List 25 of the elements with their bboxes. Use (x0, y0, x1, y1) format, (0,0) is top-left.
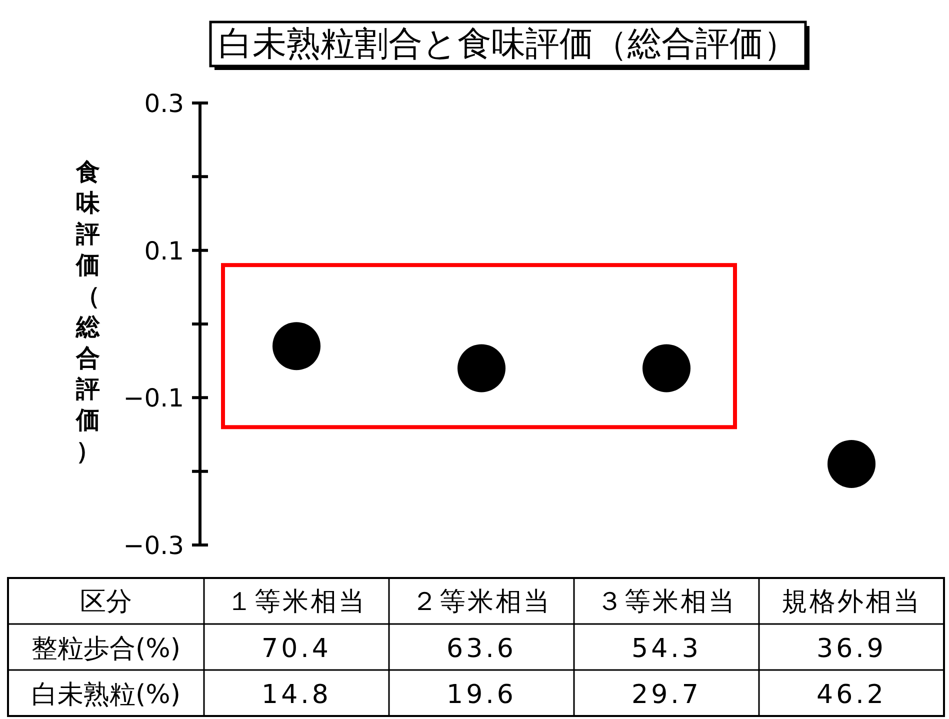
text: 14.8 (262, 680, 332, 710)
text: 46.2 (816, 680, 886, 710)
point (828, 440, 876, 488)
text: 29.7 (632, 680, 702, 710)
x-tick-label: 規格外相当 (782, 587, 922, 617)
point (458, 344, 506, 392)
text: 63.6 (446, 634, 516, 664)
text: 54.3 (632, 634, 702, 664)
text: 食味評価（総合評価） (76, 158, 100, 465)
y-tick-label: −0.1 (123, 384, 184, 413)
text: 整粒歩合(%) (32, 634, 180, 664)
x-tick-label: ２等米相当 (412, 587, 552, 617)
x-tick-label: ３等米相当 (596, 587, 736, 617)
y-tick-label: −0.3 (123, 531, 184, 560)
text: 白未熟粒(%) (32, 680, 180, 710)
point (642, 344, 690, 392)
text: 19.6 (446, 680, 516, 710)
point (272, 322, 320, 370)
x-tick-label: １等米相当 (226, 587, 366, 617)
y-tick-label: 0.3 (144, 89, 184, 118)
text: 区分 (80, 587, 132, 617)
text: 36.9 (816, 634, 886, 664)
chart-title: 白未熟粒割合と食味評価（総合評価） (218, 24, 798, 64)
y-tick-label: 0.1 (144, 236, 184, 266)
text: 70.4 (262, 634, 332, 664)
